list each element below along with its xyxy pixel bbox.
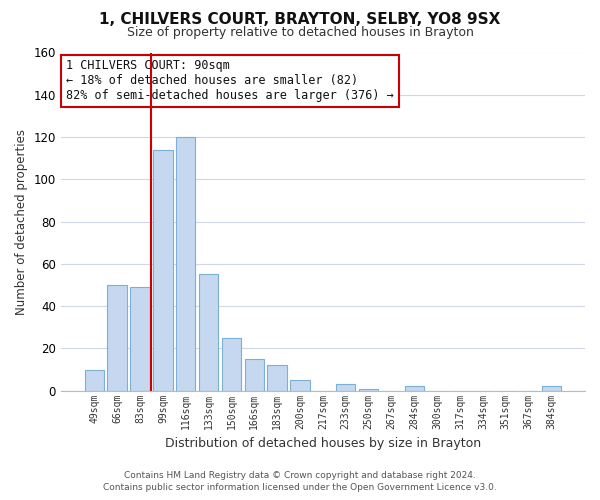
Bar (130, 287, 150, 391)
Text: Contains HM Land Registry data © Crown copyright and database right 2024.
Contai: Contains HM Land Registry data © Crown c… (103, 471, 497, 492)
Bar (336, 384, 355, 390)
Bar (222, 338, 241, 390)
Y-axis label: Number of detached properties: Number of detached properties (15, 128, 28, 314)
Bar (542, 386, 561, 390)
Text: Size of property relative to detached houses in Brayton: Size of property relative to detached ho… (127, 26, 473, 39)
Bar (290, 380, 310, 390)
Bar (176, 137, 196, 390)
Bar (268, 366, 287, 390)
Bar (85, 370, 104, 390)
Bar (107, 285, 127, 391)
Bar (153, 150, 173, 390)
X-axis label: Distribution of detached houses by size in Brayton: Distribution of detached houses by size … (165, 437, 481, 450)
Bar (404, 386, 424, 390)
Bar (359, 388, 379, 390)
Text: 1 CHILVERS COURT: 90sqm
← 18% of detached houses are smaller (82)
82% of semi-de: 1 CHILVERS COURT: 90sqm ← 18% of detache… (66, 60, 394, 102)
Text: 1, CHILVERS COURT, BRAYTON, SELBY, YO8 9SX: 1, CHILVERS COURT, BRAYTON, SELBY, YO8 9… (100, 12, 500, 28)
Bar (245, 359, 264, 390)
Bar (199, 274, 218, 390)
